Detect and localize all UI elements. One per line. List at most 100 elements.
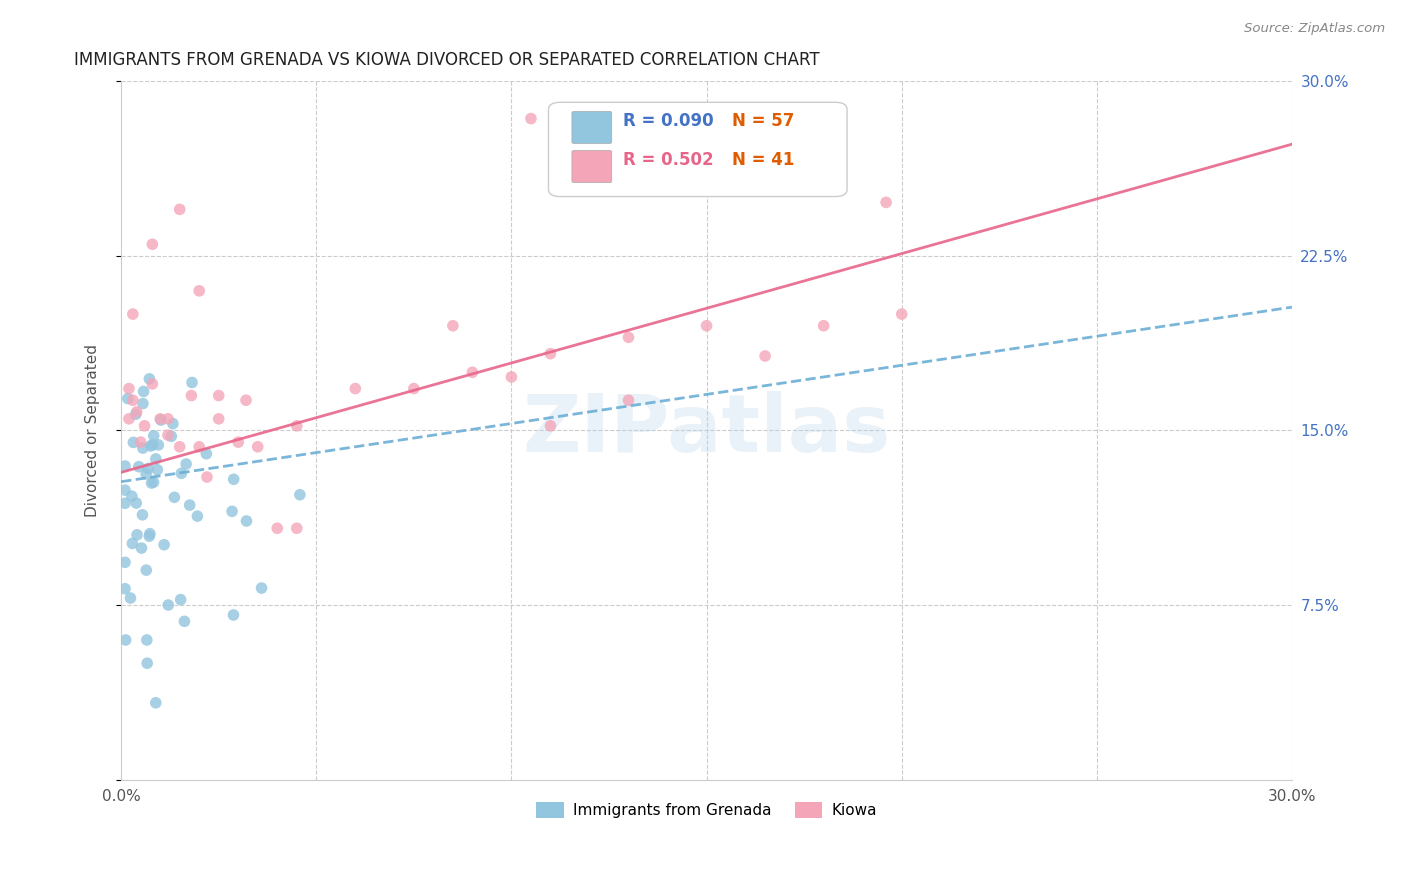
Point (538, 418, 561, 433)
Point (139, 439, 162, 453)
Point (169, 202, 191, 217)
Point (617, 393, 640, 408)
Point (129, 435, 152, 450)
Point (188, 284, 211, 298)
Point (188, 440, 211, 454)
Point (344, 382, 367, 396)
Point (121, 307, 143, 321)
Point (813, 318, 835, 333)
Point (186, 509, 208, 524)
Point (138, 529, 160, 543)
Point (136, 657, 159, 671)
Point (141, 376, 163, 391)
Point (125, 496, 148, 510)
Point (222, 607, 245, 622)
Point (157, 598, 180, 612)
Point (149, 413, 172, 427)
Point (226, 435, 249, 450)
Point (195, 470, 218, 484)
Point (538, 346, 561, 360)
Point (441, 318, 464, 333)
Point (160, 429, 183, 443)
Point (235, 514, 257, 528)
Text: ZIPatlas: ZIPatlas (523, 392, 890, 469)
Point (131, 541, 153, 555)
Point (246, 440, 269, 454)
Y-axis label: Divorced or Separated: Divorced or Separated (86, 344, 100, 517)
Point (520, 112, 543, 126)
Point (131, 508, 153, 522)
Point (125, 405, 148, 419)
Point (222, 472, 245, 486)
Point (142, 428, 165, 442)
Point (114, 582, 136, 596)
Point (142, 438, 165, 452)
Point (135, 467, 157, 481)
Point (235, 393, 257, 408)
Point (141, 476, 163, 491)
Point (208, 412, 231, 426)
Point (181, 376, 204, 390)
Point (121, 393, 143, 408)
Point (156, 412, 179, 426)
Point (180, 388, 202, 402)
Point (501, 370, 523, 384)
Point (696, 318, 718, 333)
Point (121, 489, 143, 503)
Point (461, 365, 484, 379)
Point (163, 491, 186, 505)
Text: N = 57: N = 57 (733, 112, 794, 130)
Point (136, 461, 159, 475)
FancyBboxPatch shape (572, 112, 612, 144)
Point (114, 458, 136, 473)
Point (128, 459, 150, 474)
Text: R = 0.090: R = 0.090 (623, 112, 714, 130)
Point (169, 592, 191, 607)
Point (288, 488, 311, 502)
Point (754, 349, 776, 363)
Point (139, 526, 162, 541)
Point (174, 457, 197, 471)
Point (266, 521, 288, 535)
Point (134, 418, 156, 433)
Text: N = 41: N = 41 (733, 152, 794, 169)
Point (156, 428, 179, 442)
Point (402, 382, 425, 396)
Point (208, 388, 231, 402)
Point (118, 412, 141, 426)
Point (141, 237, 163, 252)
Point (195, 447, 218, 461)
Point (125, 407, 148, 421)
Point (125, 528, 148, 542)
Point (135, 632, 157, 647)
Point (120, 591, 142, 605)
Point (132, 396, 155, 410)
Point (169, 440, 191, 454)
Point (617, 330, 640, 344)
Point (132, 441, 155, 455)
Point (170, 467, 193, 481)
FancyBboxPatch shape (572, 151, 612, 183)
Point (117, 392, 139, 406)
Point (173, 615, 195, 629)
Text: Source: ZipAtlas.com: Source: ZipAtlas.com (1244, 22, 1385, 36)
Point (153, 538, 176, 552)
Point (114, 496, 136, 510)
Point (114, 632, 136, 647)
Point (132, 384, 155, 399)
Point (138, 372, 160, 386)
Point (122, 435, 145, 450)
Point (145, 451, 167, 466)
Point (114, 483, 136, 497)
Text: IMMIGRANTS FROM GRENADA VS KIOWA DIVORCED OR SEPARATED CORRELATION CHART: IMMIGRANTS FROM GRENADA VS KIOWA DIVORCE… (75, 51, 820, 69)
Point (285, 418, 308, 433)
Point (250, 581, 273, 595)
Point (221, 504, 243, 518)
Legend: Immigrants from Grenada, Kiowa: Immigrants from Grenada, Kiowa (530, 797, 883, 824)
Point (179, 498, 201, 512)
FancyBboxPatch shape (548, 103, 846, 196)
Point (875, 195, 897, 210)
Point (149, 412, 172, 426)
Point (148, 438, 170, 452)
Point (285, 521, 308, 535)
